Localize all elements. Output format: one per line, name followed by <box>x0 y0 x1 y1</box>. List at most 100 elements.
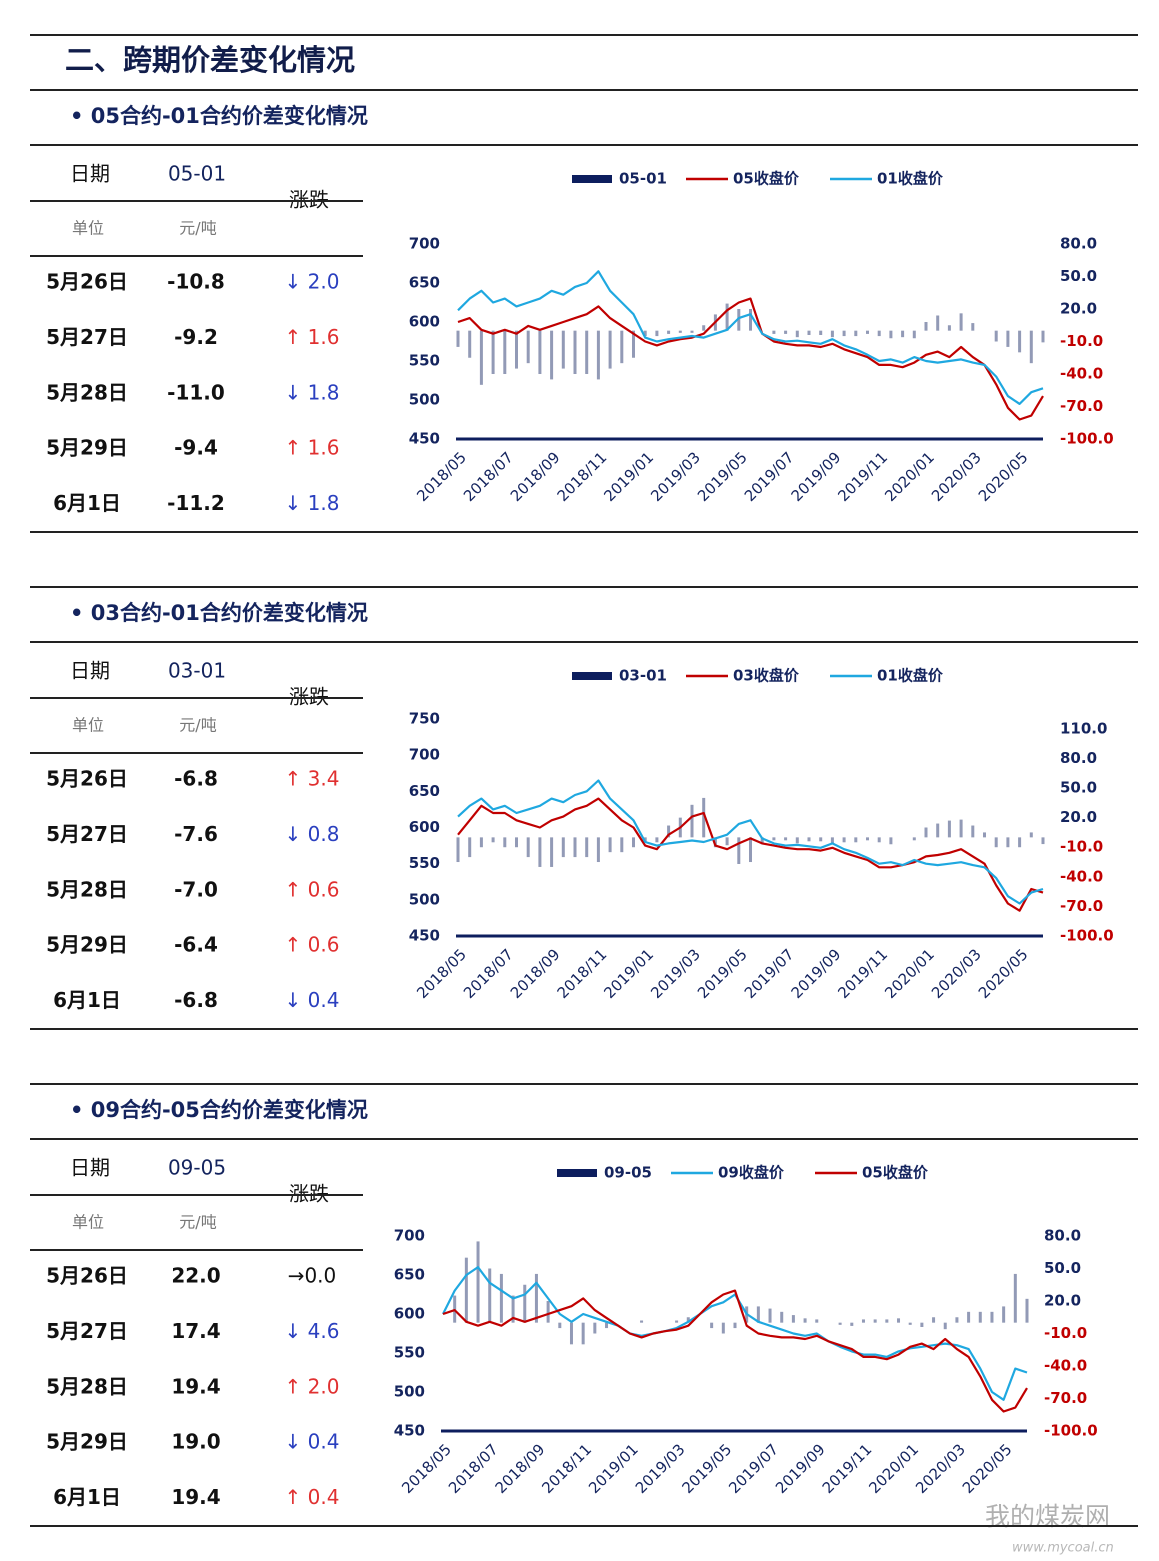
spread-bar <box>655 837 659 843</box>
y-tick-label: 600 <box>409 313 440 331</box>
y2-tick-label: -40.0 <box>1060 365 1103 383</box>
price-line <box>457 779 1044 905</box>
spread-bar <box>889 837 893 845</box>
spread-bar <box>608 330 612 369</box>
y-tick-label: 700 <box>409 235 440 253</box>
y-tick-label: 500 <box>409 890 440 908</box>
spread-bar <box>932 1317 936 1323</box>
spread-bar <box>936 315 940 331</box>
row-value: 19.4 <box>171 1374 220 1398</box>
spread-bar <box>725 303 729 331</box>
spread-bar <box>550 837 554 867</box>
x-tick-label: 2020/03 <box>928 945 985 1002</box>
spread-bar <box>640 1320 644 1323</box>
table-header: 涨跌 <box>289 188 329 212</box>
price-line <box>442 1266 1028 1401</box>
legend-label: 03-01 <box>619 667 667 685</box>
y2-tick-label: -10.0 <box>1060 332 1103 350</box>
y-tick-label: 450 <box>394 1422 425 1440</box>
row-change: ↓ 0.4 <box>285 988 340 1012</box>
row-value: -6.8 <box>174 767 218 791</box>
y-tick-label: 650 <box>394 1266 425 1284</box>
table-unit: 元/吨 <box>179 716 216 735</box>
table-header: 涨跌 <box>289 1182 329 1206</box>
spread-bar <box>503 330 507 374</box>
row-value: -11.2 <box>167 491 225 515</box>
spread-bar <box>503 837 507 848</box>
spread-bar <box>1041 837 1045 845</box>
spread-bar <box>924 827 928 838</box>
spread-bar <box>690 330 694 333</box>
row-change: ↑ 0.6 <box>285 933 340 957</box>
x-tick-label: 2019/11 <box>834 945 891 1002</box>
legend-label: 05收盘价 <box>733 170 800 188</box>
y2-tick-label: 20.0 <box>1060 300 1097 318</box>
row-value: -7.6 <box>174 822 218 846</box>
spread-bar <box>468 330 472 358</box>
spread-bar <box>807 837 811 842</box>
spread-bar <box>690 804 694 838</box>
x-tick-label: 2019/01 <box>585 1440 642 1497</box>
spread-bar <box>791 1315 795 1323</box>
spread-bar <box>725 837 729 846</box>
legend-label: 05-01 <box>619 170 667 188</box>
x-tick-label: 2020/01 <box>865 1440 922 1497</box>
legend-label: 09收盘价 <box>718 1164 785 1182</box>
table-unit: 单位 <box>72 1213 104 1232</box>
x-tick-label: 2019/01 <box>600 448 657 505</box>
spread-bar <box>702 325 706 331</box>
y-tick-label: 700 <box>409 746 440 764</box>
row-change: ↑ 0.6 <box>285 877 340 901</box>
row-value: -7.0 <box>174 877 218 901</box>
y2-tick-label: 20.0 <box>1044 1292 1081 1310</box>
price-line <box>457 797 1044 912</box>
spread-bar <box>713 837 717 848</box>
row-date: 5月28日 <box>46 1374 128 1398</box>
spread-bar <box>491 837 495 843</box>
row-date: 5月29日 <box>46 436 128 460</box>
x-tick-label: 2018/07 <box>460 448 517 505</box>
spread-bar <box>889 330 893 339</box>
price-line <box>457 270 1044 405</box>
row-date: 5月29日 <box>46 1430 128 1454</box>
spread-bar <box>912 837 916 841</box>
spread-bar <box>784 837 788 841</box>
spread-bar <box>990 1311 994 1323</box>
x-tick-label: 2018/05 <box>398 1440 455 1497</box>
spread-bar <box>538 330 542 374</box>
spread-bar <box>1002 1306 1006 1323</box>
spread-bar <box>842 330 846 337</box>
table-header: 日期 <box>70 162 110 186</box>
x-tick-label: 2018/11 <box>538 1440 595 1497</box>
spread-bar <box>920 1322 924 1327</box>
y2-tick-label: -100.0 <box>1044 1422 1098 1440</box>
spread-bar <box>593 1322 597 1334</box>
table-header: 05-01 <box>168 162 226 186</box>
spread-bar <box>678 330 682 333</box>
spread-bar <box>768 1308 772 1323</box>
y-tick-label: 750 <box>409 710 440 728</box>
spread-bar <box>596 837 600 863</box>
spread-bar <box>819 837 823 842</box>
spread-bar <box>830 837 834 844</box>
table-header: 涨跌 <box>289 685 329 709</box>
y2-tick-label: -10.0 <box>1044 1324 1087 1342</box>
spread-bar <box>596 330 600 380</box>
price-line <box>442 1289 1028 1413</box>
spread-bar <box>573 330 577 374</box>
legend-label: 05收盘价 <box>862 1164 929 1182</box>
spread-bar <box>499 1273 503 1323</box>
spread-bar <box>854 837 858 843</box>
table-header: 03-01 <box>168 659 226 683</box>
y-tick-label: 550 <box>394 1344 425 1362</box>
x-tick-label: 2020/01 <box>881 448 938 505</box>
row-value: 22.0 <box>171 1264 220 1288</box>
spread-bar <box>1006 837 1010 848</box>
row-value: -9.2 <box>174 325 218 349</box>
spread-bar <box>967 1311 971 1323</box>
spread-bar <box>784 330 788 334</box>
x-tick-label: 2019/07 <box>741 945 798 1002</box>
x-tick-label: 2020/03 <box>912 1440 969 1497</box>
spread-bar <box>983 832 986 838</box>
spread-bar <box>866 837 869 841</box>
